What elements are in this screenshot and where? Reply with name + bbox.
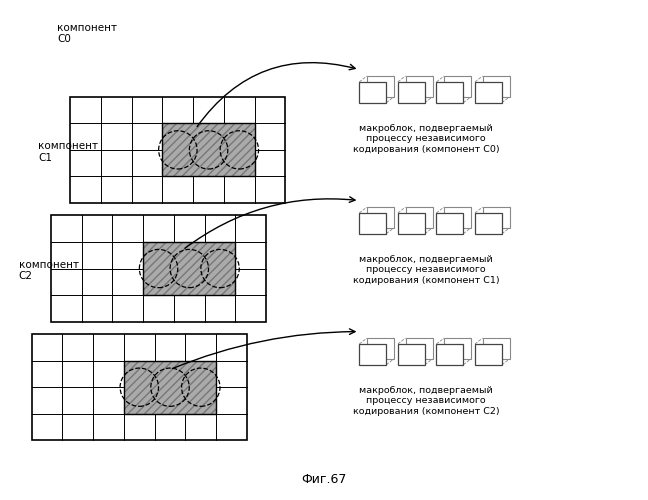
FancyArrowPatch shape <box>172 329 355 368</box>
Bar <box>124 360 216 414</box>
Bar <box>398 82 425 102</box>
Bar <box>367 207 394 228</box>
Bar <box>483 338 510 359</box>
Bar <box>475 82 502 102</box>
Bar <box>70 96 286 203</box>
Bar <box>367 76 394 96</box>
Bar <box>360 82 386 102</box>
FancyArrowPatch shape <box>185 197 355 248</box>
Bar <box>444 207 471 228</box>
Bar <box>436 213 463 234</box>
Bar <box>398 344 425 364</box>
Bar <box>483 76 510 96</box>
Bar <box>367 338 394 359</box>
Bar <box>406 76 433 96</box>
Bar <box>360 344 386 364</box>
Bar <box>398 213 425 234</box>
Bar <box>143 242 235 295</box>
Bar <box>124 360 216 414</box>
Text: макроблок, подвергаемый
процессу независимого
кодирования (компонент C1): макроблок, подвергаемый процессу независ… <box>353 255 500 284</box>
FancyArrowPatch shape <box>197 62 355 126</box>
Bar <box>163 124 255 176</box>
Bar <box>475 344 502 364</box>
Bar <box>406 338 433 359</box>
Bar <box>143 242 235 295</box>
Bar <box>406 207 433 228</box>
Bar <box>436 344 463 364</box>
Bar <box>475 213 502 234</box>
Text: макроблок, подвергаемый
процессу независимого
кодирования (компонент C2): макроблок, подвергаемый процессу независ… <box>353 386 500 416</box>
Bar <box>163 124 255 176</box>
Bar <box>360 213 386 234</box>
Bar <box>436 82 463 102</box>
Bar <box>444 338 471 359</box>
Text: компонент
C1: компонент C1 <box>38 141 98 163</box>
Text: Фиг.67: Фиг.67 <box>301 474 347 486</box>
Text: компонент
C2: компонент C2 <box>19 260 79 281</box>
Bar <box>444 76 471 96</box>
Bar <box>483 207 510 228</box>
Text: компонент
C0: компонент C0 <box>58 22 117 44</box>
Bar <box>32 334 247 440</box>
Text: макроблок, подвергаемый
процессу независимого
кодирования (компонент C0): макроблок, подвергаемый процессу независ… <box>353 124 500 154</box>
Bar <box>51 216 266 322</box>
